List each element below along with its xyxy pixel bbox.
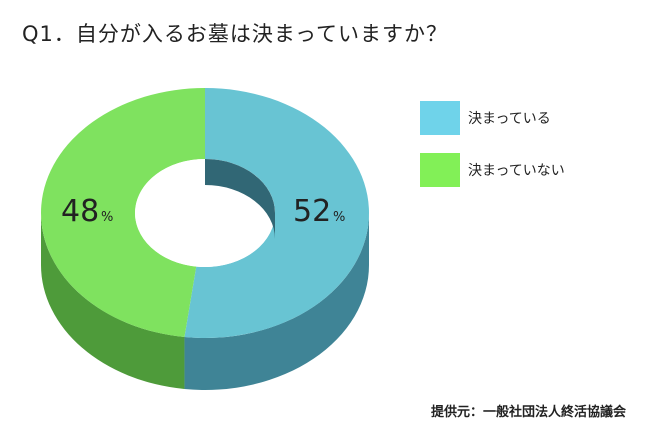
data-label-decided-number: 52 [293, 194, 331, 229]
slice-inner-wall-decided [205, 159, 275, 239]
data-label-undecided-unit: % [101, 210, 113, 225]
slice-top-undecided [40, 88, 205, 338]
legend-item-undecided: 決まっていない [420, 153, 565, 187]
slice-top-decided [184, 88, 369, 338]
legend-swatch-decided [420, 101, 460, 135]
slice-side-decided [184, 213, 369, 390]
legend-label-undecided: 決まっていない [468, 163, 565, 179]
data-label-undecided-number: 48 [61, 194, 99, 229]
slice-side-undecided [41, 213, 185, 390]
donut-layer [40, 88, 369, 390]
data-label-decided-unit: % [333, 210, 345, 225]
legend-label-decided: 決まっている [468, 111, 551, 127]
chart-title: Q1．自分が入るお墓は決まっていますか？ [22, 22, 448, 46]
legend: 決まっている 決まっていない [420, 101, 565, 205]
legend-item-decided: 決まっている [420, 101, 565, 135]
legend-swatch-undecided [420, 153, 460, 187]
source-credit: 提供元：一般社団法人終活協議会 [430, 405, 626, 420]
